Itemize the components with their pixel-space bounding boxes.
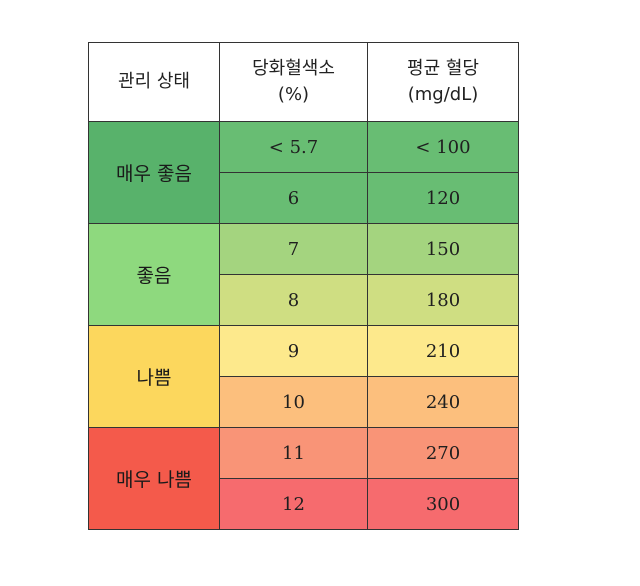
table-row: 매우 나쁨 11 270 xyxy=(88,427,519,530)
status-cell: 매우 나쁨 xyxy=(88,427,220,530)
table-row: 6 120 xyxy=(89,172,519,224)
hba1c-glucose-table: 관리 상태 당화혈색소 (%) 평균 혈당 (mg/dL) 매우 좋음 < 5.7… xyxy=(88,42,519,530)
table-body: 관리 상태 당화혈색소 (%) 평균 혈당 (mg/dL) 매우 좋음 < 5.7… xyxy=(88,42,519,530)
table-row: 12 300 xyxy=(89,478,519,530)
table-row: 10 240 xyxy=(89,376,519,428)
hba1c-cell: 11 xyxy=(219,427,368,479)
status-cell: 좋음 xyxy=(88,223,220,326)
glucose-cell: 120 xyxy=(367,172,519,224)
status-cell: 나쁨 xyxy=(88,325,220,428)
glucose-cell: < 100 xyxy=(367,121,519,173)
header-hba1c-unit: (%) xyxy=(277,84,310,105)
hba1c-cell: < 5.7 xyxy=(219,121,368,173)
hba1c-cell: 6 xyxy=(219,172,368,224)
header-hba1c: 당화혈색소 (%) xyxy=(219,42,368,122)
table-row: 좋음 7 150 xyxy=(88,223,519,326)
header-status: 관리 상태 xyxy=(88,42,220,122)
hba1c-cell: 7 xyxy=(219,223,368,275)
hba1c-cell: 12 xyxy=(219,478,368,530)
header-hba1c-label: 당화혈색소 xyxy=(252,58,335,79)
header-status-label: 관리 상태 xyxy=(118,71,190,92)
hba1c-cell: 10 xyxy=(219,376,368,428)
glucose-cell: 240 xyxy=(367,376,519,428)
table-row: 8 180 xyxy=(89,274,519,326)
glucose-cell: 270 xyxy=(367,427,519,479)
glucose-cell: 210 xyxy=(367,325,519,377)
header-glucose-unit: (mg/dL) xyxy=(407,84,479,105)
glucose-cell: 300 xyxy=(367,478,519,530)
header-glucose-label: 평균 혈당 xyxy=(407,58,479,79)
glucose-cell: 180 xyxy=(367,274,519,326)
header-row: 관리 상태 당화혈색소 (%) 평균 혈당 (mg/dL) xyxy=(88,42,519,122)
glucose-cell: 150 xyxy=(367,223,519,275)
status-cell: 매우 좋음 xyxy=(88,121,220,224)
header-glucose: 평균 혈당 (mg/dL) xyxy=(367,42,519,122)
table-row: 매우 좋음 < 5.7 < 100 xyxy=(88,121,519,224)
table-row: 나쁨 9 210 xyxy=(88,325,519,428)
hba1c-cell: 8 xyxy=(219,274,368,326)
hba1c-cell: 9 xyxy=(219,325,368,377)
